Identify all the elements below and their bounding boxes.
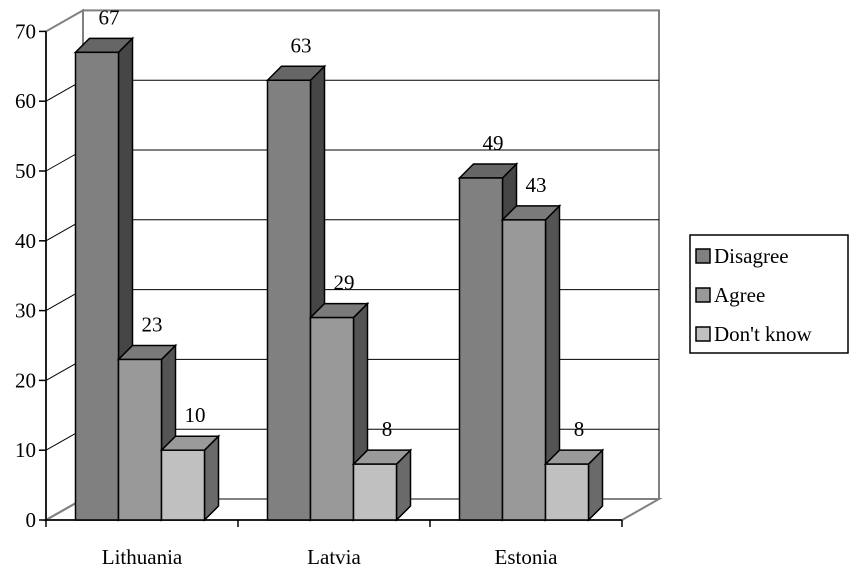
x-axis-ticks: Lithuania Latvia Estonia — [45, 520, 623, 569]
bar-front — [352, 463, 398, 521]
y-tick-label: 50 — [15, 159, 36, 183]
legend-label: Don't know — [714, 322, 813, 346]
data-label: 8 — [382, 417, 393, 441]
y-tick-label: 70 — [15, 19, 36, 43]
bar-front — [74, 51, 120, 521]
bar-front — [544, 463, 590, 521]
bar — [351, 448, 413, 522]
data-label: 23 — [142, 312, 163, 336]
y-tick-label: 30 — [15, 299, 36, 323]
legend-swatch — [695, 326, 711, 342]
y-tick-label: 60 — [15, 89, 36, 113]
bar-front — [309, 316, 355, 521]
bar-front — [501, 219, 547, 521]
bar-front — [458, 177, 504, 521]
y-tick-label: 20 — [15, 368, 36, 392]
data-label: 49 — [483, 131, 504, 155]
x-tick-label: Estonia — [495, 545, 559, 569]
bar — [543, 448, 605, 522]
bar — [500, 204, 562, 522]
x-tick-label: Lithuania — [102, 545, 183, 569]
legend: Disagree Agree Don't know — [689, 234, 849, 354]
legend-label: Agree — [714, 283, 765, 307]
y-tick-label: 40 — [15, 229, 36, 253]
x-tick-label: Latvia — [307, 545, 361, 569]
legend-item: Agree — [695, 283, 765, 307]
bar-front — [266, 79, 312, 521]
data-label: 43 — [526, 173, 547, 197]
bars — [73, 36, 605, 522]
data-label: 8 — [574, 417, 585, 441]
data-label: 10 — [185, 403, 206, 427]
legend-item: Disagree — [695, 244, 789, 268]
y-tick-label: 10 — [15, 438, 36, 462]
data-label: 67 — [99, 5, 120, 29]
y-axis-ticks: 0 10 20 30 40 50 60 70 — [15, 19, 46, 532]
bar — [159, 434, 221, 522]
legend-item: Don't know — [695, 322, 813, 346]
legend-label: Disagree — [714, 244, 789, 268]
bar-front — [160, 449, 206, 521]
data-label: 63 — [291, 33, 312, 57]
legend-box — [689, 234, 849, 354]
data-label: 29 — [334, 271, 355, 295]
bar-front — [117, 358, 163, 521]
data-labels: 67 23 10 63 29 8 49 43 8 — [99, 5, 585, 441]
legend-swatch — [695, 248, 711, 264]
y-tick-label: 0 — [26, 508, 37, 532]
legend-swatch — [695, 287, 711, 303]
